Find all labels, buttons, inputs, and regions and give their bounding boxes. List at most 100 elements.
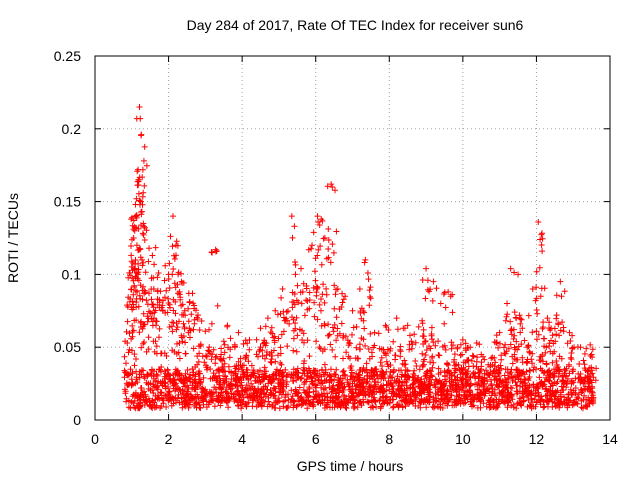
data-point — [544, 315, 551, 322]
data-point — [140, 157, 147, 164]
data-point — [154, 296, 161, 303]
data-point — [504, 300, 510, 307]
chart-title: Day 284 of 2017, Rate Of TEC Index for r… — [187, 17, 524, 33]
data-point — [169, 213, 176, 220]
data-point — [135, 166, 142, 173]
data-point — [257, 325, 264, 332]
grid-lines — [95, 56, 610, 420]
data-point — [137, 115, 144, 122]
data-point — [496, 329, 503, 336]
data-point — [349, 307, 356, 314]
data-point — [540, 335, 547, 342]
data-point — [507, 265, 514, 272]
data-point — [264, 315, 271, 322]
data-point — [371, 329, 378, 336]
y-tick-label: 0.05 — [54, 339, 81, 355]
data-point — [212, 246, 219, 253]
x-tick-label: 14 — [602, 431, 618, 447]
data-point — [131, 227, 138, 234]
data-point — [404, 322, 411, 329]
data-point — [279, 285, 286, 292]
data-point — [139, 256, 146, 263]
data-point — [329, 184, 336, 191]
data-point — [382, 322, 389, 329]
y-tick-label: 0.2 — [62, 121, 82, 137]
data-point — [195, 312, 201, 319]
data-point — [246, 336, 253, 343]
data-point — [529, 285, 536, 292]
data-point — [178, 278, 185, 285]
data-point — [130, 235, 137, 241]
data-point — [150, 285, 157, 292]
y-tick-label: 0 — [73, 412, 81, 428]
data-point — [206, 326, 213, 333]
data-point — [415, 323, 422, 330]
data-point — [553, 312, 560, 319]
data-point — [160, 297, 167, 304]
data-point — [198, 317, 205, 324]
data-point — [364, 269, 371, 276]
data-point — [588, 351, 595, 358]
data-point — [224, 322, 231, 329]
x-tick-label: 4 — [238, 431, 246, 447]
data-point — [149, 252, 156, 259]
data-point — [437, 300, 444, 307]
data-point — [489, 354, 496, 361]
data-point — [577, 344, 584, 351]
data-point — [318, 216, 325, 223]
data-point — [334, 285, 341, 292]
data-point — [132, 201, 139, 208]
data-point — [321, 235, 328, 241]
plot-frame — [94, 55, 611, 421]
data-point — [342, 293, 349, 300]
data-point — [424, 277, 431, 284]
data-point — [566, 329, 573, 336]
data-point — [292, 271, 299, 278]
y-tick-label: 0.25 — [54, 48, 81, 64]
y-tick-label: 0.15 — [54, 194, 81, 210]
data-point — [172, 242, 179, 249]
data-point — [314, 213, 321, 220]
data-point-cloud — [121, 115, 600, 412]
data-point — [235, 329, 242, 336]
data-point — [362, 256, 369, 263]
data-point — [189, 290, 196, 297]
data-point — [138, 131, 145, 138]
data-point — [176, 288, 183, 295]
data-point — [128, 258, 135, 265]
data-point — [328, 181, 335, 188]
x-axis-label: GPS time / hours — [297, 458, 404, 474]
axis-ticks: 0 2 4 6 8 10 12 14 0 0.05 0.1 0.15 0.2 0.25 — [54, 48, 618, 447]
data-point — [535, 218, 542, 225]
y-axis-label: ROTI / TECUs — [5, 193, 21, 283]
data-point — [356, 285, 363, 292]
data-point — [126, 269, 133, 276]
x-tick-label: 6 — [312, 431, 320, 447]
x-tick-label: 10 — [455, 431, 471, 447]
y-tick-label: 0.1 — [62, 266, 82, 282]
data-point — [393, 315, 400, 322]
data-point — [467, 344, 474, 351]
data-point — [133, 242, 140, 249]
data-points — [121, 103, 600, 412]
data-point — [133, 213, 140, 220]
data-point — [445, 288, 452, 295]
data-point — [137, 198, 144, 205]
data-point — [135, 176, 142, 183]
data-point — [537, 236, 544, 243]
data-point — [165, 271, 172, 278]
x-tick-label: 12 — [529, 431, 545, 447]
data-point — [513, 315, 520, 322]
data-point — [309, 242, 316, 249]
data-point — [557, 278, 564, 285]
data-point — [136, 103, 143, 110]
x-tick-label: 2 — [165, 431, 173, 447]
x-tick-label: 8 — [385, 431, 393, 447]
data-point — [478, 351, 485, 358]
data-point — [459, 336, 466, 343]
data-point — [323, 291, 330, 298]
data-point — [272, 307, 279, 314]
data-point — [303, 283, 310, 290]
data-point — [515, 271, 522, 278]
